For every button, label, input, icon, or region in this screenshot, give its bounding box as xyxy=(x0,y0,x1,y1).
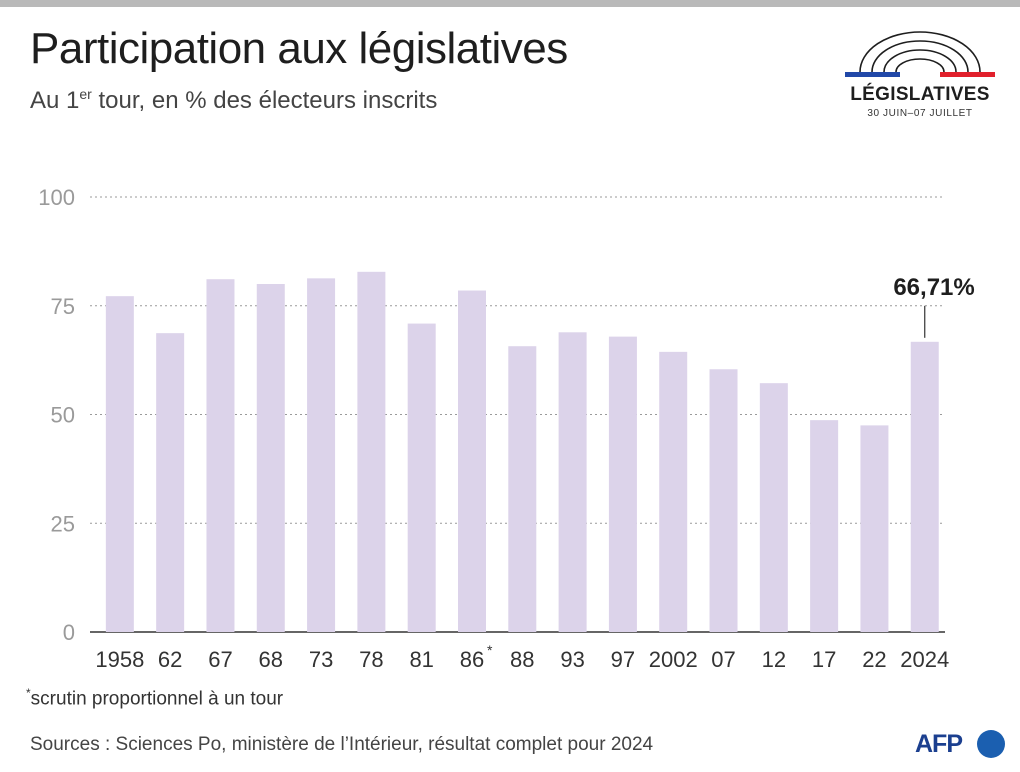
bar-68 xyxy=(256,284,285,632)
bar-86 xyxy=(457,290,486,632)
bar-22 xyxy=(860,425,889,632)
logo-title: LÉGISLATIVES xyxy=(850,84,990,105)
legislatives-logo-icon xyxy=(845,31,995,77)
bar-78 xyxy=(357,271,386,632)
x-tick-label-68: 68 xyxy=(259,647,283,672)
x-tick-label-07: 07 xyxy=(711,647,735,672)
subtitle-post: tour, en % des électeurs inscrits xyxy=(91,87,438,114)
afp-logo-text: AFP xyxy=(915,730,963,758)
y-tick-label-25: 25 xyxy=(51,511,75,536)
afp-logo: AFP xyxy=(915,728,1007,762)
bar-07 xyxy=(709,369,738,632)
x-tick-label-97: 97 xyxy=(611,647,635,672)
sources-text: Sources : Sciences Po, ministère de l’In… xyxy=(30,734,654,755)
bars-layer xyxy=(105,271,939,632)
x-tick-label-67: 67 xyxy=(208,647,232,672)
x-tick-label-17: 17 xyxy=(812,647,836,672)
x-tick-label-81: 81 xyxy=(409,647,433,672)
x-tick-label-73: 73 xyxy=(309,647,333,672)
x-tick-label-78: 78 xyxy=(359,647,383,672)
bar-1958 xyxy=(105,296,134,632)
bar-2002 xyxy=(659,351,688,632)
chart-title: Participation aux législatives xyxy=(30,24,568,73)
footnote-text: scrutin proportionnel à un tour xyxy=(30,688,284,710)
x-tick-label-93: 93 xyxy=(560,647,584,672)
x-tick-label-1958: 1958 xyxy=(95,647,144,672)
x-tick-label-86: 86 xyxy=(460,647,484,672)
footnote: *scrutin proportionnel à un tour xyxy=(26,686,283,710)
bar-17 xyxy=(810,420,839,632)
bar-81 xyxy=(407,323,436,632)
y-tick-label-50: 50 xyxy=(51,403,75,428)
subtitle-pre: Au 1 xyxy=(30,87,80,114)
x-tick-label-62: 62 xyxy=(158,647,182,672)
footnote-mark: * xyxy=(26,686,31,700)
participation-bar-chart: 0 25 50 75 100 1958 62 67 68 73 78 81 86 * 88 93 97 2002 0… xyxy=(38,185,974,672)
bar-67 xyxy=(206,279,235,632)
x-tick-label-22: 22 xyxy=(862,647,886,672)
bar-88 xyxy=(508,346,537,632)
x-tick-label-2002: 2002 xyxy=(649,647,698,672)
x-tick-label-88: 88 xyxy=(510,647,534,672)
bar-73 xyxy=(307,278,336,632)
labels-layer: 0 25 50 75 100 1958 62 67 68 73 78 81 86 * 88 93 97 2002 0… xyxy=(38,185,974,672)
annotation-label: 66,71% xyxy=(893,274,974,301)
y-tick-label-100: 100 xyxy=(38,185,75,210)
bar-62 xyxy=(156,333,185,632)
subtitle-sup: er xyxy=(79,86,92,102)
x-tick-label-2024: 2024 xyxy=(900,647,949,672)
y-tick-label-75: 75 xyxy=(51,294,75,319)
bar-2024 xyxy=(910,341,939,632)
bar-93 xyxy=(558,332,587,632)
x-tick-label-12: 12 xyxy=(762,647,786,672)
afp-dot-icon xyxy=(977,730,1005,758)
logo-dates: 30 JUIN–07 JUILLET xyxy=(867,108,973,119)
top-rule xyxy=(0,0,1020,7)
chart-subtitle: Au 1er tour, en % des électeurs inscrits xyxy=(30,86,437,115)
bar-12 xyxy=(759,383,788,632)
bar-97 xyxy=(608,336,637,632)
x-tick-mark-86: * xyxy=(487,642,493,658)
y-tick-label-0: 0 xyxy=(63,620,75,645)
